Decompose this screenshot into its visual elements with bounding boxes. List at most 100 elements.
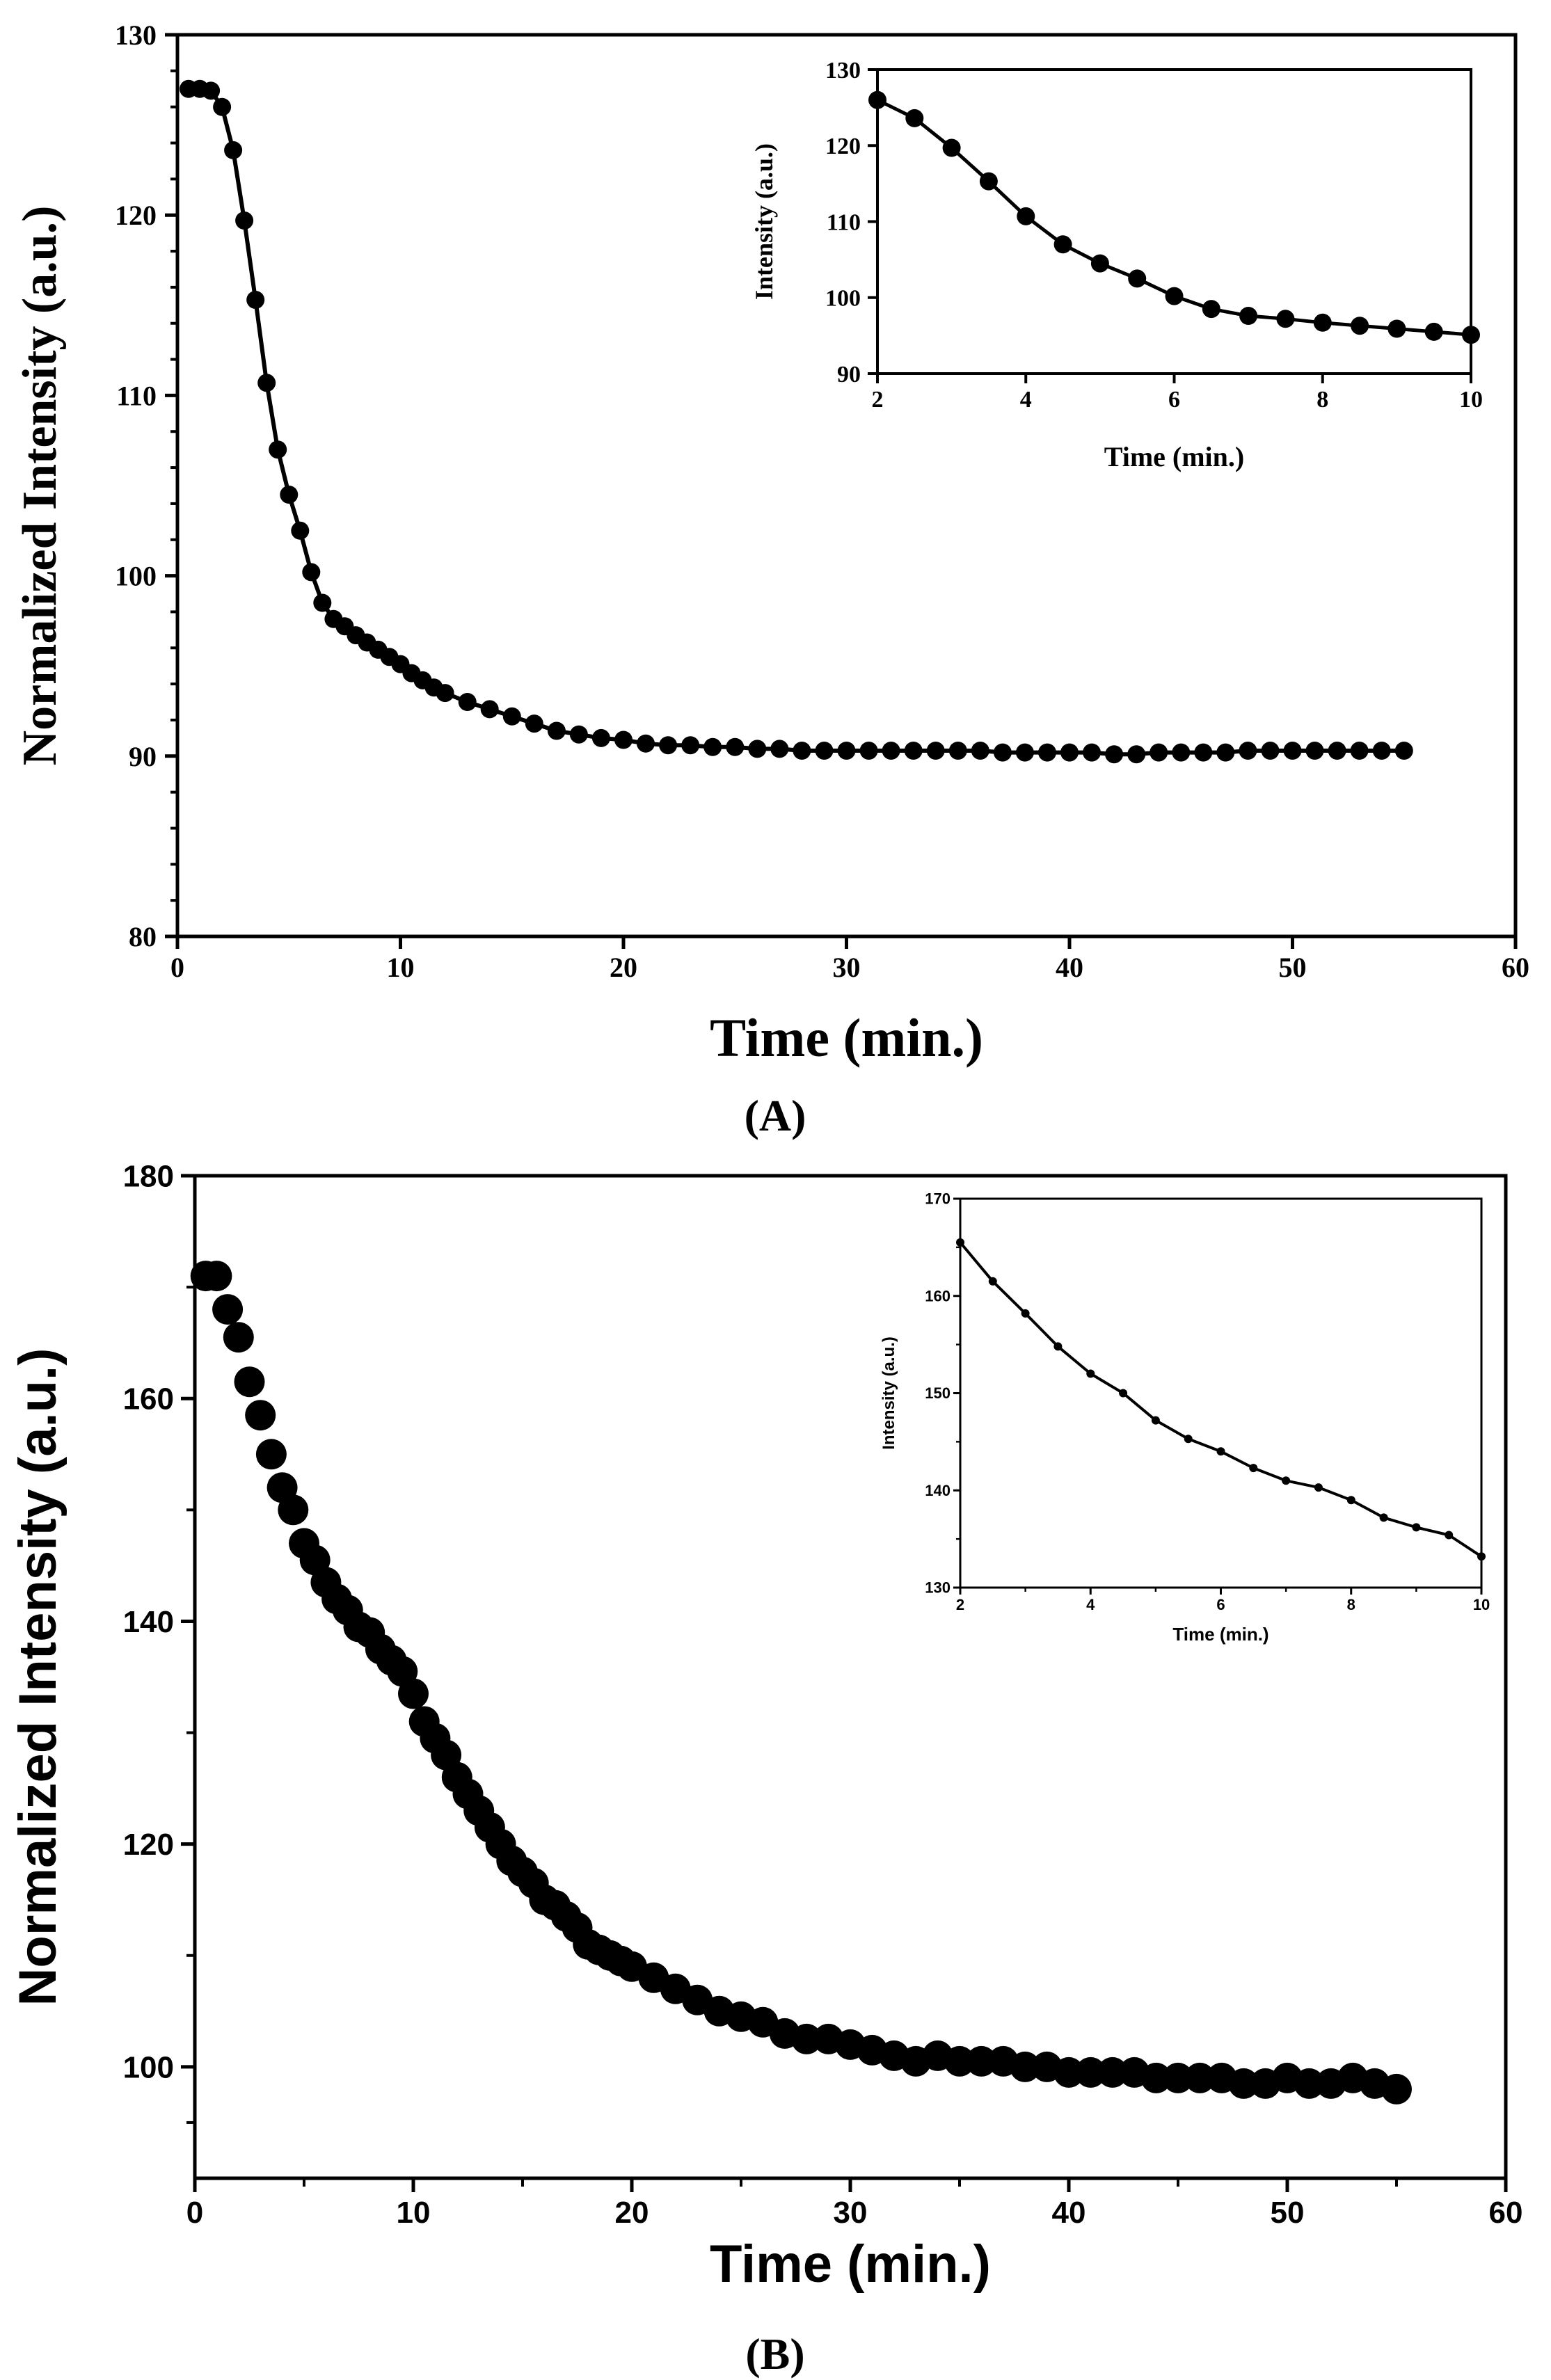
data-point	[1282, 1476, 1291, 1485]
data-point	[1165, 287, 1184, 305]
data-point	[1086, 1369, 1095, 1378]
x-tick-label: 2	[956, 1596, 964, 1613]
y-tick-label: 130	[115, 19, 157, 51]
x-axis-title: Time (min.)	[710, 1007, 983, 1068]
y-axis-title: Intensity (a.u.)	[880, 1336, 898, 1450]
data-point	[793, 742, 811, 760]
data-point	[224, 141, 243, 159]
data-point	[1151, 1416, 1160, 1425]
data-point	[1394, 742, 1413, 760]
data-point	[1372, 742, 1391, 760]
data-point	[944, 2045, 975, 2077]
data-point	[234, 1366, 265, 1398]
y-tick-label: 100	[115, 561, 157, 592]
y-tick-label: 170	[925, 1190, 951, 1208]
data-point	[569, 725, 588, 744]
data-point	[882, 742, 900, 760]
data-point	[1083, 743, 1101, 762]
data-point	[926, 742, 945, 760]
y-tick-label: 120	[115, 200, 157, 231]
data-point	[313, 593, 332, 612]
data-point	[1119, 1389, 1128, 1398]
x-tick-label: 4	[1020, 387, 1032, 413]
data-point	[770, 740, 789, 758]
data-point	[868, 90, 886, 109]
data-point	[1305, 742, 1324, 760]
data-point	[1010, 2051, 1041, 2082]
chart-B-main: 0 10 20 30 40 50 60 100 120 140 160 180 Time (min.) N…	[8, 1159, 1522, 2294]
data-point	[1249, 1464, 1258, 1473]
data-point	[1216, 743, 1235, 762]
data-point	[1283, 742, 1302, 760]
data-point	[245, 1400, 276, 1431]
x-tick-label: 40	[1052, 2196, 1086, 2230]
data-point	[280, 486, 299, 504]
data-point	[988, 1277, 997, 1286]
data-point	[201, 1261, 232, 1292]
data-point	[291, 521, 310, 540]
data-point	[458, 693, 477, 711]
data-point	[1328, 742, 1346, 760]
data-point	[1462, 326, 1480, 344]
data-point	[1313, 313, 1332, 332]
data-point	[1314, 1483, 1323, 1492]
data-point	[1150, 743, 1168, 762]
data-point	[202, 81, 221, 100]
x-tick-label: 50	[1271, 2196, 1305, 2230]
panel-label-b: (B)	[745, 2329, 804, 2379]
x-tick-label: 50	[1279, 952, 1307, 983]
data-point	[1276, 310, 1295, 328]
y-tick-label: 140	[925, 1482, 951, 1499]
y-tick-label: 90	[129, 741, 157, 772]
x-tick-label: 8	[1347, 1596, 1355, 1613]
data-point	[859, 742, 878, 760]
data-point	[1184, 2062, 1216, 2093]
data-point	[1294, 2068, 1325, 2099]
data-point	[223, 1322, 254, 1353]
y-tick-label: 160	[925, 1287, 951, 1304]
data-point	[1346, 1496, 1355, 1505]
data-point	[1021, 1309, 1030, 1318]
data-point	[703, 737, 722, 756]
data-point	[637, 734, 655, 753]
data-point	[1090, 254, 1109, 273]
y-tick-label: 160	[123, 1382, 174, 1416]
data-point	[1097, 2056, 1128, 2088]
data-point	[1105, 745, 1124, 764]
x-tick-label: 60	[1489, 2196, 1523, 2230]
x-tick-label: 10	[387, 952, 415, 983]
data-point	[255, 1439, 287, 1470]
data-point	[1351, 317, 1369, 335]
x-tick-label: 10	[1473, 1596, 1490, 1613]
data-point	[837, 742, 856, 760]
data-point	[904, 742, 923, 760]
x-axis-title: Time (min.)	[710, 2235, 991, 2294]
data-point	[1194, 743, 1213, 762]
chart-A-main: 0 10 20 30 40 50 60 80 90 100 110 120 130 Time (min.)…	[13, 19, 1529, 1068]
data-point	[1445, 1531, 1454, 1540]
panel-label-a: (A)	[745, 1091, 806, 1140]
data-point	[1163, 2062, 1193, 2093]
data-point	[246, 291, 265, 309]
data-point	[1202, 300, 1220, 319]
data-point	[1053, 235, 1072, 254]
data-point	[525, 714, 543, 733]
y-tick-label: 120	[123, 1828, 174, 1862]
data-point	[815, 742, 834, 760]
data-point	[398, 1678, 429, 1709]
data-point	[942, 138, 961, 157]
data-point	[1387, 319, 1406, 338]
y-tick-label: 100	[123, 2050, 174, 2084]
x-tick-label: 6	[1216, 1596, 1225, 1613]
data-point	[948, 742, 967, 760]
x-axis-title: Time (min.)	[1104, 441, 1244, 472]
data-point	[1424, 322, 1443, 341]
chart-A-inset: 2 4 6 8 10 90 100 110 120 130 Time (min.) Intensity…	[750, 58, 1483, 472]
data-point	[614, 730, 633, 749]
data-point	[278, 1494, 309, 1526]
x-tick-label: 2	[872, 387, 884, 413]
x-tick-label: 20	[610, 952, 637, 983]
data-point	[1412, 1523, 1421, 1532]
